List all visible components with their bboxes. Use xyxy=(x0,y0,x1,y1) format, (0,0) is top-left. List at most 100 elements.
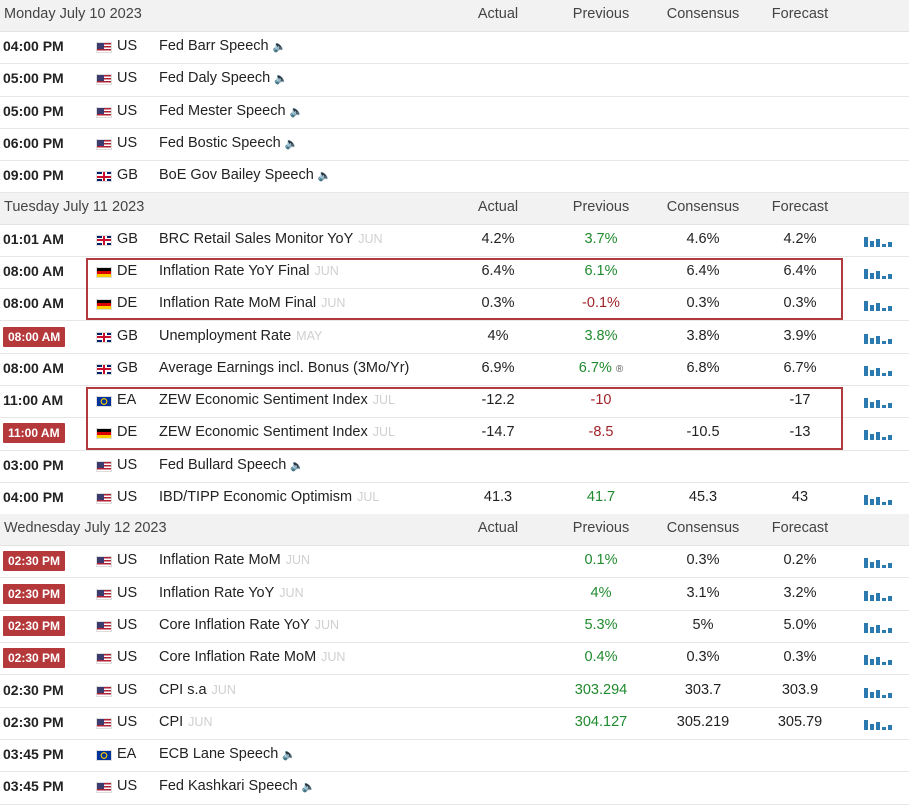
previous: 4% xyxy=(590,584,612,601)
previous-value: 0.4% xyxy=(551,649,651,665)
mini-bar xyxy=(870,434,874,441)
mini-bar xyxy=(870,272,874,279)
mini-bar xyxy=(882,275,886,279)
country: GB xyxy=(117,230,138,247)
speaker-icon: 🔈 xyxy=(290,459,305,472)
time-badge: 02:30 PM xyxy=(3,615,66,636)
mini-chart xyxy=(864,265,894,279)
country: US xyxy=(117,584,138,601)
mini-bar xyxy=(876,270,880,279)
event-period: JUL xyxy=(372,425,395,440)
flag xyxy=(96,428,112,440)
previous-value: 6.7% ® xyxy=(551,360,651,376)
flag xyxy=(96,139,112,151)
event-name: Inflation Rate MoM JUN xyxy=(159,552,310,568)
mini-bar xyxy=(876,624,880,633)
consensus: 3.8% xyxy=(686,327,720,344)
forecast: 303.9 xyxy=(781,681,819,698)
mini-chart xyxy=(864,651,894,666)
actual: -12.2 xyxy=(481,392,515,409)
forecast-value: 5.0% xyxy=(750,617,850,633)
time: 03:00 PM xyxy=(3,456,64,473)
previous: 0.1% xyxy=(584,552,618,569)
time: 03:45 PM xyxy=(3,778,64,795)
mini-bar xyxy=(876,335,880,344)
mini-bar xyxy=(882,372,886,376)
previous: 6.1% xyxy=(584,262,618,279)
event-name: Fed Kashkari Speech 🔈 xyxy=(159,778,315,794)
forecast-value: -17 xyxy=(750,392,850,408)
country: US xyxy=(117,778,138,795)
previous-value: 5.3% xyxy=(551,617,651,633)
speaker-icon: 🔈 xyxy=(289,105,304,118)
country: GB xyxy=(117,327,138,344)
mini-chart xyxy=(864,394,894,409)
consensus: 303.7 xyxy=(684,681,722,698)
previous-value: 3.7% xyxy=(551,231,651,247)
flag xyxy=(96,266,112,278)
event-name: Inflation Rate MoM Final JUN xyxy=(159,295,345,311)
mini-bar xyxy=(882,405,886,409)
actual: 41.3 xyxy=(483,489,513,506)
flag xyxy=(96,363,112,375)
mini-chart xyxy=(864,554,894,569)
mini-bar xyxy=(882,437,886,441)
event-row: 11:00 AM DE ZEW Economic Sentiment Index JU… xyxy=(0,417,909,451)
event-title: Fed Kashkari Speech xyxy=(159,778,298,795)
column-header: Previous xyxy=(572,6,630,22)
forecast: 3.2% xyxy=(783,584,817,601)
time: 04:00 PM xyxy=(3,489,64,506)
consensus-value: 0.3% xyxy=(653,649,753,665)
event-name: Inflation Rate YoY Final JUN xyxy=(159,263,339,279)
forecast-value: 305.79 xyxy=(750,714,850,730)
previous-value: 0.1% xyxy=(551,552,651,568)
time-badge: 02:30 PM xyxy=(3,551,66,572)
previous: -10 xyxy=(590,392,612,409)
flag xyxy=(96,653,112,665)
time: 04:00 PM xyxy=(3,38,64,55)
column-header: Actual xyxy=(477,6,519,22)
actual: 4.2% xyxy=(481,230,515,247)
actual: 4% xyxy=(487,327,509,344)
country: US xyxy=(117,552,138,569)
event-period: JUN xyxy=(188,714,213,729)
country: GB xyxy=(117,359,138,376)
mini-bar xyxy=(870,723,874,730)
actual: 6.9% xyxy=(481,359,515,376)
country: DE xyxy=(117,295,138,312)
flag xyxy=(96,493,112,505)
mini-bar xyxy=(888,273,892,279)
day-date: Monday July 10 2023 xyxy=(4,6,142,22)
country: US xyxy=(117,649,138,666)
time: 02:30 PM xyxy=(3,681,64,698)
mini-bar xyxy=(870,402,874,409)
consensus-value: 6.8% xyxy=(653,360,753,376)
column-header: Forecast xyxy=(771,520,829,537)
flag xyxy=(96,685,112,697)
mini-bar xyxy=(888,435,892,441)
forecast-value: 0.3% xyxy=(750,295,850,311)
forecast-value: 6.7% xyxy=(750,360,850,376)
event-title: Inflation Rate MoM Final xyxy=(159,295,317,312)
previous-value: 41.7 xyxy=(551,489,651,505)
previous-value: 6.1% xyxy=(551,263,651,279)
previous-value: 3.8% xyxy=(551,328,651,344)
mini-bar xyxy=(864,430,868,441)
forecast: -13 xyxy=(789,424,811,441)
time-badge: 02:30 PM xyxy=(3,583,66,604)
mini-bar xyxy=(888,403,892,409)
column-header: Forecast xyxy=(771,198,829,215)
forecast-value: 0.3% xyxy=(750,649,850,665)
mini-bar xyxy=(864,236,868,247)
event-row: 08:00 AM GB Unemployment Rate MAY 4% 3.8% 3.8%… xyxy=(0,320,909,354)
consensus-value: 6.4% xyxy=(653,263,753,279)
country: US xyxy=(117,456,138,473)
forecast-value: 303.9 xyxy=(750,682,850,698)
flag xyxy=(96,588,112,600)
mini-bar xyxy=(864,268,868,279)
mini-bar xyxy=(888,241,892,247)
time: 02:30 PM xyxy=(3,713,64,730)
country: DE xyxy=(117,424,138,441)
mini-bar xyxy=(864,495,868,506)
